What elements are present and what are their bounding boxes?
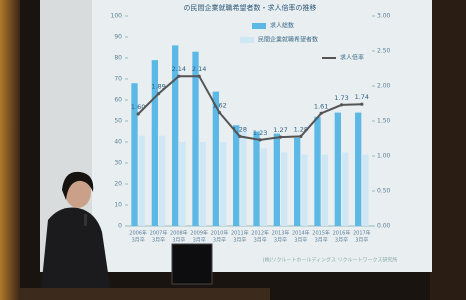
x-tick-label: 2015年: [312, 230, 330, 237]
y-tick-label: 40: [114, 139, 122, 146]
x-tick-label: 2006年: [129, 230, 147, 237]
x-tick-label: 2014年: [292, 230, 310, 237]
y2-tick-label: 1.50: [377, 118, 391, 125]
value-label: 2.14: [172, 65, 186, 73]
x-tick-sublabel: 3月卒: [274, 237, 287, 244]
x-tick-sublabel: 3月卒: [152, 237, 165, 244]
bar: [322, 155, 328, 226]
bar: [233, 125, 239, 226]
y-tick-label: 0: [118, 223, 122, 230]
y-tick-label: 90: [114, 34, 122, 41]
bar: [253, 132, 259, 227]
x-tick-label: 2012年: [251, 230, 269, 237]
value-label: 1.23: [253, 129, 267, 137]
y2-tick-label: 0.00: [377, 223, 391, 230]
bar: [342, 153, 348, 227]
value-label: 2.14: [192, 65, 206, 73]
y-tick-label: 20: [114, 181, 122, 188]
y2-tick-label: 3.00: [377, 13, 391, 20]
page: {"chart_data": {"type": "bar_line", "tit…: [0, 0, 466, 300]
bar: [355, 113, 361, 226]
value-label: 1.74: [355, 93, 369, 101]
x-tick-label: 2007年: [150, 230, 168, 237]
x-tick-sublabel: 3月卒: [335, 237, 348, 244]
legend-label: 求人総数: [270, 22, 294, 30]
x-tick-label: 2013年: [272, 230, 290, 237]
legend-swatch: [240, 37, 254, 43]
bar: [240, 132, 246, 227]
x-tick-label: 2008年: [170, 230, 188, 237]
bar: [261, 148, 267, 226]
y-tick-label: 80: [114, 55, 122, 62]
monitor: [172, 244, 212, 284]
bar: [159, 136, 165, 226]
source: (株)リクルートホールディングス リクルートワークス研究所: [263, 257, 398, 264]
wall-left: [0, 0, 20, 300]
value-label: 1.61: [314, 102, 328, 110]
bar: [274, 134, 280, 226]
x-tick-sublabel: 3月卒: [294, 237, 307, 244]
bar: [314, 117, 320, 226]
legend-swatch: [252, 23, 266, 29]
y-tick-label: 70: [114, 76, 122, 83]
y-tick-label: 60: [114, 97, 122, 104]
y-tick-label: 50: [114, 118, 122, 125]
bar: [335, 113, 341, 226]
x-tick-label: 2011年: [231, 230, 249, 237]
y2-tick-label: 0.50: [377, 188, 391, 195]
x-tick-sublabel: 3月卒: [233, 237, 246, 244]
chart-title: の民間企業就職希望者数・求人倍率の推移: [184, 3, 317, 12]
bar: [362, 155, 368, 226]
value-label: 1.27: [273, 126, 287, 134]
x-tick-label: 2010年: [211, 230, 229, 237]
value-label: 1.73: [334, 94, 348, 102]
bar: [220, 142, 226, 226]
wall-right: [430, 0, 466, 300]
x-tick-label: 2016年: [333, 230, 351, 237]
y2-tick-label: 2.00: [377, 83, 391, 90]
podium: [20, 288, 270, 300]
legend-label: 求人倍率: [340, 54, 364, 62]
x-tick-sublabel: 3月卒: [213, 237, 226, 244]
photo: の民間企業就職希望者数・求人倍率の推移 (株)リクルートホールディングス リクル…: [0, 0, 466, 300]
bar: [200, 142, 206, 226]
x-tick-sublabel: 3月卒: [132, 237, 145, 244]
legend-label: 民間企業就職希望者数: [258, 36, 318, 44]
x-tick-label: 2017年: [353, 230, 371, 237]
bar: [281, 153, 287, 227]
bar: [192, 52, 198, 226]
y-tick-label: 10: [114, 202, 122, 209]
x-tick-label: 2009年: [190, 230, 208, 237]
x-tick-sublabel: 3月卒: [193, 237, 206, 244]
y-tick-label: 100: [111, 13, 123, 20]
x-tick-sublabel: 3月卒: [355, 237, 368, 244]
bar: [294, 138, 300, 226]
y2-tick-label: 2.50: [377, 48, 391, 55]
x-tick-sublabel: 3月卒: [172, 237, 185, 244]
x-tick-sublabel: 3月卒: [315, 237, 328, 244]
microphone: [84, 214, 87, 226]
y2-tick-label: 1.00: [377, 153, 391, 160]
x-tick-sublabel: 3月卒: [254, 237, 267, 244]
bar: [139, 136, 145, 226]
bar: [301, 155, 307, 226]
bar: [179, 142, 185, 226]
y-tick-label: 30: [114, 160, 122, 167]
